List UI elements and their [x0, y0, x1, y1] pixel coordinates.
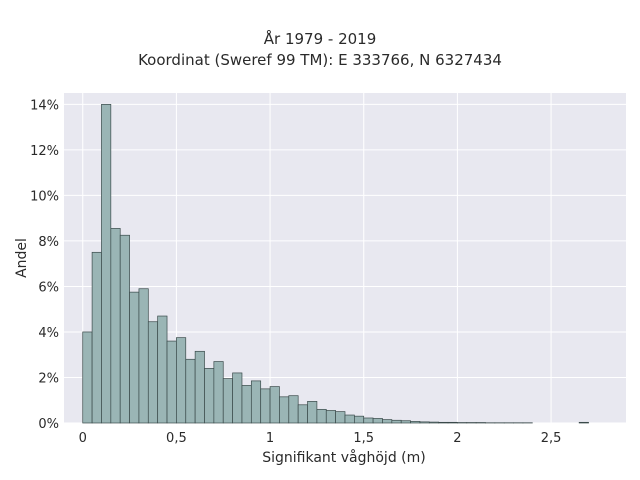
y-axis-ticks: 0% 2% 4% 6% 8% 10% 12% 14% [30, 98, 59, 432]
histogram-bar [91, 251, 102, 424]
histogram-bar [410, 421, 421, 424]
histogram-bar [176, 337, 187, 424]
histogram-bar [82, 331, 93, 424]
y-tick-label: 4% [38, 326, 59, 341]
histogram-bar [204, 368, 215, 424]
histogram-bar [288, 395, 299, 424]
y-tick-label: 8% [38, 235, 59, 250]
histogram-bar [354, 415, 365, 424]
x-axis-label: Signifikant våghöjd (m) [262, 449, 425, 466]
x-tick-label: 2 [453, 431, 461, 446]
histogram-bar [101, 104, 112, 424]
histogram-bar [382, 419, 393, 424]
x-tick-label: 1 [266, 431, 274, 446]
y-tick-label: 0% [38, 417, 59, 432]
bars [82, 104, 589, 424]
histogram-bar [269, 386, 280, 424]
x-tick-label: 0 [79, 431, 87, 446]
histogram-bar [438, 421, 449, 424]
histogram-bar [250, 380, 262, 424]
chart-subtitle: Koordinat (Sweref 99 TM): E 333766, N 63… [138, 51, 502, 69]
histogram-bar [166, 340, 177, 424]
histogram-bar [110, 228, 121, 424]
histogram-bar [316, 408, 327, 424]
y-tick-label: 12% [30, 144, 59, 159]
y-tick-label: 10% [30, 189, 59, 204]
histogram-bar [419, 421, 430, 424]
histogram-bar [578, 421, 589, 424]
histogram-bar [363, 417, 374, 424]
histogram-bar [279, 396, 290, 424]
histogram-bar [325, 410, 336, 424]
histogram-bar [391, 419, 402, 424]
histogram-bar [138, 288, 149, 424]
chart-title: År 1979 - 2019 [263, 30, 377, 48]
histogram-bar [335, 411, 346, 424]
x-tick-label: 0,5 [166, 431, 187, 446]
histogram-bar [232, 372, 243, 424]
histogram-bar [222, 378, 233, 424]
histogram-bar [157, 315, 168, 424]
y-tick-label: 2% [38, 371, 59, 386]
histogram-bar [213, 361, 224, 424]
x-tick-label: 1,5 [353, 431, 374, 446]
histogram-bar [129, 291, 140, 424]
histogram-bar [260, 388, 271, 424]
histogram-bar [147, 321, 159, 424]
histogram-bar [372, 418, 383, 424]
histogram-bar [447, 421, 458, 424]
histogram-bar [241, 385, 252, 424]
histogram-bar [119, 234, 130, 424]
histogram-bar [185, 358, 196, 424]
histogram-bar [307, 401, 318, 424]
histogram-bar [194, 350, 205, 424]
histogram-bar [400, 420, 411, 424]
histogram-bar [428, 421, 440, 424]
y-tick-label: 6% [38, 280, 59, 295]
y-tick-label: 14% [30, 98, 59, 113]
x-tick-label: 2,5 [541, 431, 562, 446]
y-axis-label: Andel [14, 238, 30, 278]
x-axis-ticks: 0 0,5 1 1,5 2 2,5 [79, 431, 562, 446]
histogram-bar [297, 404, 308, 424]
histogram-bar [344, 414, 355, 424]
